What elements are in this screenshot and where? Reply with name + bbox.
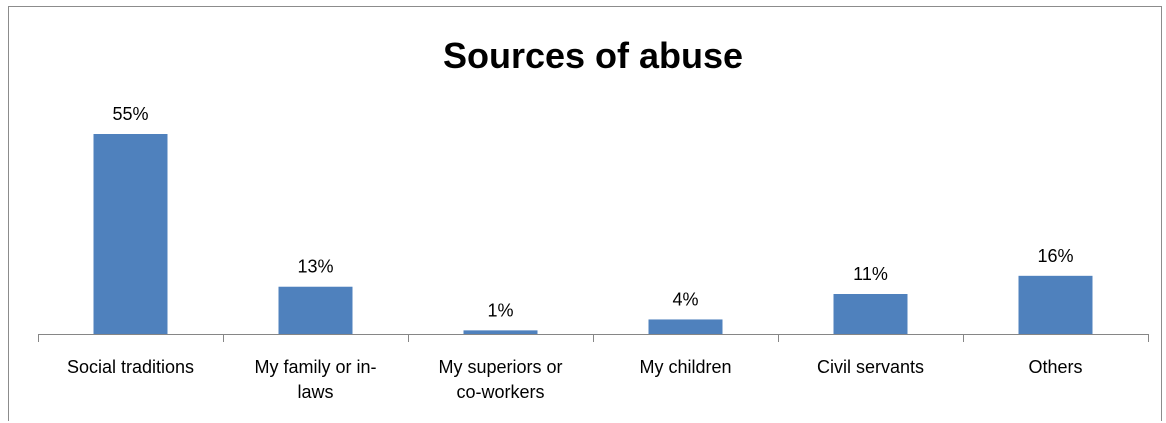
data-label: 16%	[1037, 246, 1073, 266]
chart-area	[8, 6, 1162, 421]
x-axis	[38, 334, 1149, 342]
category-label: Social traditions	[67, 357, 194, 377]
bar	[833, 294, 908, 334]
bar	[1018, 275, 1093, 334]
bar	[463, 330, 538, 334]
category-label: Civil servants	[817, 357, 924, 377]
data-label: 13%	[297, 257, 333, 277]
data-label: 55%	[112, 104, 148, 124]
category-label: My superiors or co-workers	[438, 357, 562, 402]
bar	[278, 286, 353, 334]
bar	[93, 134, 168, 334]
category-labels: Social traditions My family or in-laws My …	[67, 357, 1083, 402]
bar	[648, 319, 723, 334]
bars	[93, 134, 1093, 334]
data-label: 1%	[487, 300, 513, 320]
chart-title: Sources of abuse	[443, 35, 743, 76]
data-label: 11%	[853, 264, 888, 284]
category-label: Others	[1028, 357, 1082, 377]
data-label: 4%	[672, 289, 698, 309]
category-label: My family or in-laws	[254, 357, 376, 402]
category-label: My children	[639, 357, 731, 377]
data-labels: 55% 13% 1% 4% 11% 16%	[112, 104, 1073, 320]
